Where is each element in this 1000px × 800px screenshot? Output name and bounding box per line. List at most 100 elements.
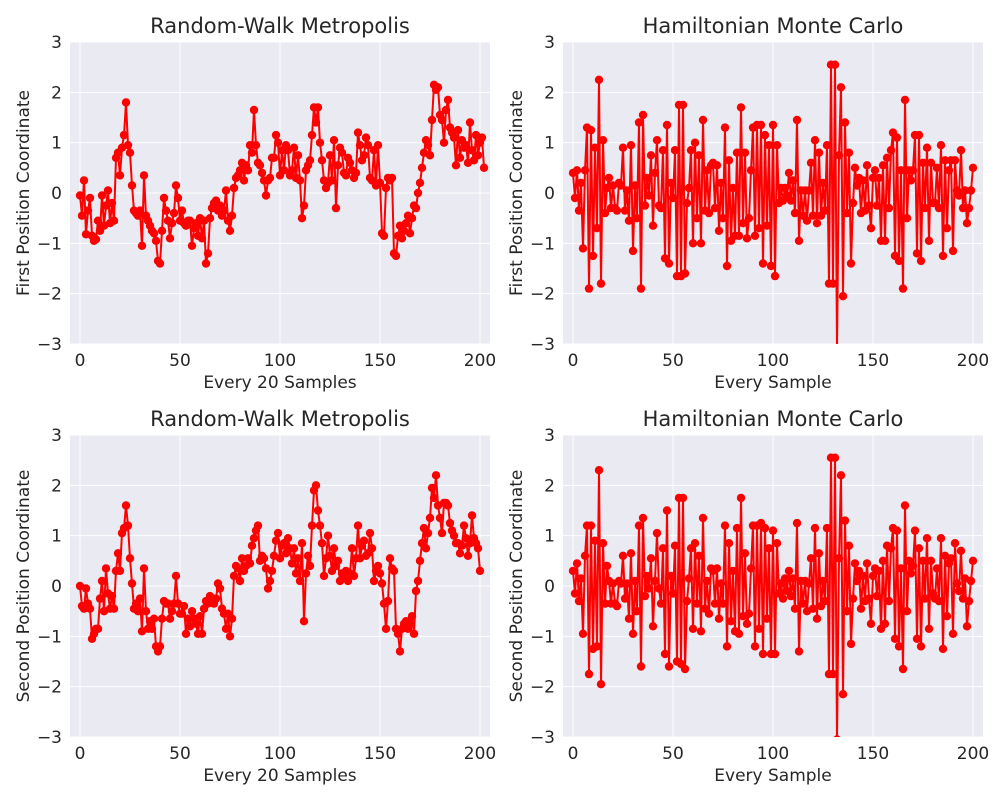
data-point [97, 191, 107, 200]
data-point [886, 544, 896, 553]
data-point [922, 534, 932, 543]
data-point [578, 244, 588, 253]
data-point [411, 586, 421, 596]
data-point [407, 612, 417, 621]
data-point [896, 564, 906, 573]
data-point [696, 627, 706, 636]
data-point [167, 607, 177, 616]
data-point [844, 541, 854, 550]
data-point [630, 576, 640, 586]
y-tick-label: 0 [544, 577, 555, 597]
data-point [433, 83, 443, 92]
y-tick-label: 1 [51, 527, 62, 547]
data-point [720, 521, 730, 530]
data-point [574, 206, 584, 215]
y-tick-label: 2 [51, 476, 62, 496]
data-point [459, 521, 469, 530]
data-point [409, 629, 419, 638]
data-point [892, 133, 902, 142]
data-point [798, 599, 808, 608]
subplot-1: −3 −2 −1 0 1 2 3 0 50 100 150 200 Random-Walk Metrop… [14, 14, 496, 393]
data-point [602, 561, 612, 571]
data-point [640, 591, 650, 601]
data-point [728, 183, 738, 193]
data-point [101, 564, 111, 573]
data-point [191, 619, 201, 628]
data-point [604, 173, 614, 183]
data-point [429, 493, 439, 503]
data-point [714, 614, 724, 623]
data-point [840, 516, 850, 525]
subplot-3: −3 −2 −1 0 1 2 3 0 50 100 150 200 Random-Walk Metrop… [14, 407, 496, 786]
data-point [375, 178, 385, 188]
x-tick-label: 50 [662, 744, 684, 764]
data-point [828, 669, 838, 679]
x-tick-label: 100 [757, 744, 789, 764]
data-point [728, 566, 738, 576]
data-point [289, 143, 299, 152]
data-point [966, 576, 976, 586]
data-point [431, 471, 441, 480]
y-tick-label: 0 [544, 184, 555, 204]
data-point [968, 556, 978, 565]
data-point [872, 591, 882, 601]
data-point [772, 539, 782, 548]
data-point [343, 576, 353, 586]
data-point [830, 60, 840, 69]
data-point [273, 528, 283, 538]
data-point [315, 138, 325, 147]
data-point [810, 523, 820, 533]
data-point [319, 571, 329, 581]
y-tick-label: 3 [51, 33, 62, 53]
data-point [121, 501, 131, 510]
data-point [475, 566, 485, 576]
data-point [710, 203, 720, 213]
data-point [646, 151, 656, 160]
data-point [632, 607, 642, 616]
data-point [746, 564, 756, 573]
data-point [167, 219, 177, 228]
data-point [950, 539, 960, 548]
data-point [590, 536, 600, 545]
data-point [590, 143, 600, 152]
data-point [690, 138, 700, 147]
y-tick-label: 0 [51, 184, 62, 204]
data-point [802, 216, 812, 225]
data-point [924, 624, 934, 633]
data-point [373, 561, 383, 571]
y-tick-label: −3 [530, 335, 555, 355]
data-point [874, 566, 884, 576]
data-point [692, 599, 702, 608]
data-point [257, 168, 267, 178]
data-point [237, 554, 247, 563]
data-point [461, 141, 471, 150]
data-point [906, 569, 916, 578]
y-tick-label: −2 [37, 678, 62, 698]
data-point [381, 624, 391, 633]
data-point [115, 566, 125, 576]
data-point [764, 141, 774, 150]
data-point [668, 589, 678, 598]
x-tick-label: 200 [957, 351, 989, 371]
data-point [656, 599, 666, 608]
data-point [467, 146, 477, 155]
data-point [261, 191, 271, 200]
data-point [666, 178, 676, 188]
data-point [678, 493, 688, 503]
data-point [574, 596, 584, 606]
data-point [906, 176, 916, 185]
data-point [794, 647, 804, 656]
data-point [954, 191, 964, 200]
data-point [682, 198, 692, 208]
data-point [918, 158, 928, 167]
data-point [914, 544, 924, 553]
data-point [227, 211, 237, 220]
data-point [896, 166, 906, 175]
data-point [656, 203, 666, 213]
data-point [263, 584, 273, 593]
data-point [449, 133, 459, 142]
data-point [159, 193, 169, 203]
data-point [922, 143, 932, 152]
series-1 [75, 80, 489, 268]
data-point [594, 75, 604, 85]
